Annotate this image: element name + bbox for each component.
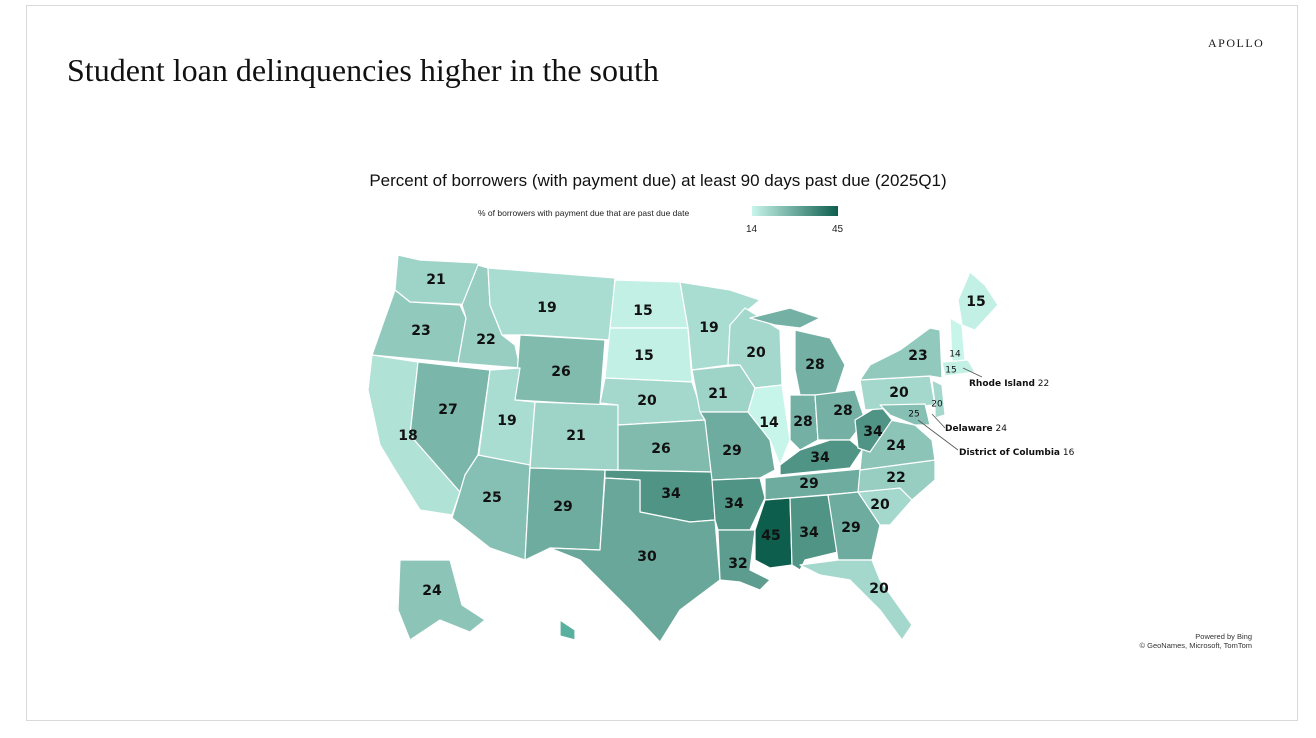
state-kentucky[interactable] (779, 439, 863, 476)
callout-rhode-island: Rhode Island 22 (969, 379, 1049, 389)
state-new-jersey[interactable] (931, 379, 946, 419)
label-ut: 19 (497, 413, 516, 429)
label-ms: 45 (761, 528, 780, 544)
label-sd: 15 (634, 348, 653, 364)
legend-max-value: 45 (832, 224, 844, 235)
label-in: 28 (793, 414, 812, 430)
label-ga: 29 (841, 520, 860, 536)
label-me: 15 (966, 294, 985, 310)
label-co: 21 (566, 428, 585, 444)
label-la: 32 (728, 556, 747, 572)
state-new-york[interactable] (859, 327, 943, 381)
label-tx: 30 (637, 549, 657, 565)
label-az: 25 (482, 490, 501, 506)
state-massachusetts[interactable] (941, 359, 976, 377)
legend-min-value: 14 (746, 224, 758, 235)
label-ia: 21 (708, 386, 727, 402)
label-ky: 34 (810, 450, 830, 466)
label-nd: 15 (633, 303, 652, 319)
label-or: 23 (411, 323, 430, 339)
state-maryland[interactable] (879, 403, 931, 426)
state-michigan-up[interactable] (749, 307, 821, 329)
label-wa: 21 (426, 272, 445, 288)
label-nv: 27 (438, 402, 457, 418)
label-ks: 26 (651, 441, 670, 457)
map-title: Percent of borrowers (with payment due) … (369, 171, 947, 190)
label-nc: 22 (886, 470, 905, 486)
label-mi: 28 (805, 357, 824, 373)
label-fl: 20 (869, 581, 889, 597)
label-va: 24 (886, 438, 906, 454)
map-credit-sources: © GeoNames, Microsoft, TomTom (1139, 641, 1253, 650)
map-credit-bing: Powered by Bing (1195, 632, 1252, 641)
label-sc: 20 (870, 497, 890, 513)
label-nm: 29 (553, 499, 572, 515)
brand-logo: APOLLO (1208, 36, 1265, 50)
callout-leader-dc (917, 419, 959, 451)
label-mo: 29 (722, 443, 741, 459)
state-alaska[interactable] (397, 559, 486, 641)
label-mn: 19 (699, 320, 718, 336)
label-nj: 20 (931, 400, 943, 410)
label-pa: 20 (889, 385, 909, 401)
legend-label: % of borrowers with payment due that are… (478, 208, 690, 218)
callout-district-of-columbia: District of Columbia 16 (959, 448, 1075, 458)
state-louisiana[interactable] (717, 529, 771, 591)
label-ca: 18 (398, 428, 417, 444)
state-indiana[interactable] (789, 394, 819, 451)
label-md: 25 (908, 410, 919, 420)
label-ma: 15 (945, 366, 956, 376)
state-georgia[interactable] (827, 491, 881, 561)
label-tn: 29 (799, 476, 818, 492)
state-florida[interactable] (799, 559, 913, 641)
label-ok: 34 (661, 486, 681, 502)
label-ny: 23 (908, 348, 927, 364)
label-id: 22 (476, 332, 495, 348)
state-texas[interactable] (549, 477, 721, 643)
page-title: Student loan delinquencies higher in the… (67, 52, 659, 88)
legend-gradient-bar (752, 206, 838, 216)
label-ak: 24 (422, 583, 442, 599)
state-hawaii[interactable] (559, 619, 576, 641)
label-oh: 28 (833, 403, 852, 419)
label-mt: 19 (537, 300, 556, 316)
callout-leader-ri (962, 367, 983, 378)
callout-delaware: Delaware 24 (945, 424, 1007, 434)
label-il: 14 (759, 415, 779, 431)
label-nh: 14 (949, 350, 961, 360)
slide-frame (26, 5, 1298, 721)
label-ar: 34 (724, 496, 744, 512)
label-ne: 20 (637, 393, 657, 409)
label-wy: 26 (551, 364, 570, 380)
callout-leader-de (931, 413, 946, 429)
label-wv: 34 (863, 424, 883, 440)
label-wi: 20 (746, 345, 766, 361)
label-al: 34 (799, 525, 819, 541)
